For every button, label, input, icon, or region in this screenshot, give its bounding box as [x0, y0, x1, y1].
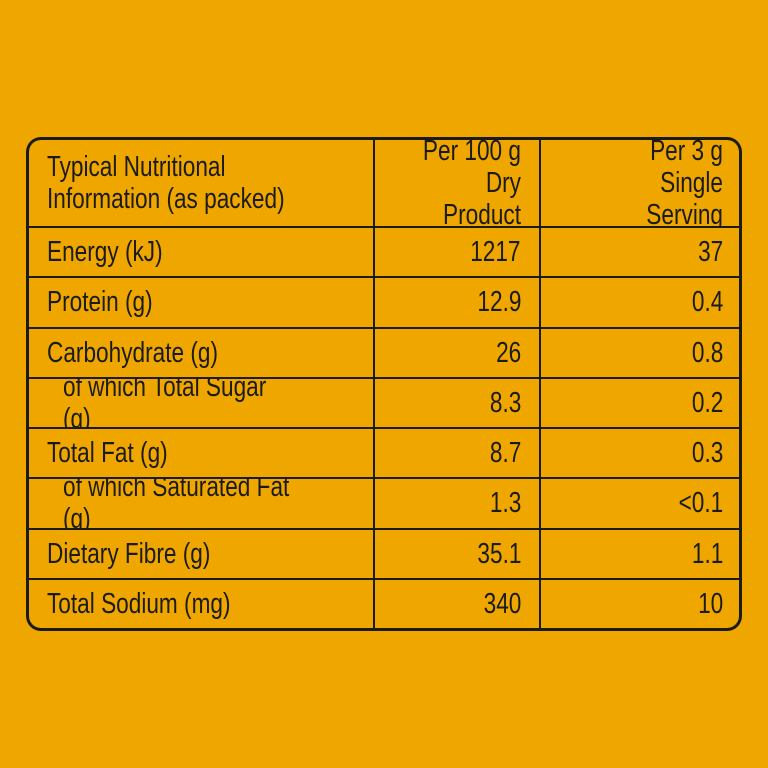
header-text-cell: Per 100 g Dry Product [375, 140, 539, 226]
header-text: Typical Nutritional Information (as pack… [47, 151, 285, 215]
nutrient-label: of which Saturated Fat (g) [63, 479, 290, 528]
header-text: Per 3 g Single Serving [646, 140, 723, 226]
nutrient-label: of which Total Sugar (g) [63, 378, 267, 427]
nutrient-value-cell: 0.8 [541, 328, 739, 377]
nutrient-value-cell: 8.3 [375, 378, 539, 427]
nutrient-label-cell: of which Total Sugar (g) [29, 378, 373, 427]
nutrient-value-cell: 0.4 [541, 278, 739, 327]
nutrient-value-cell: 37 [541, 228, 739, 277]
nutrient-value-cell: 0.2 [541, 378, 739, 427]
nutrient-value: 1.3 [489, 487, 521, 520]
nutrition-table: Typical Nutritional Information (as pack… [29, 140, 739, 628]
nutrient-label-cell: Total Sodium (mg) [29, 579, 373, 628]
header-text-cell: Per 3 g Single Serving [541, 140, 739, 226]
nutrient-value-cell: 26 [375, 328, 539, 377]
nutrient-value: 35.1 [476, 537, 521, 570]
nutrient-value-cell: 1.3 [375, 479, 539, 528]
nutrient-label-cell: Protein (g) [29, 278, 373, 327]
nutrient-label-cell: of which Saturated Fat (g) [29, 479, 373, 528]
nutrient-label-cell: Carbohydrate (g) [29, 328, 373, 377]
nutrient-value-cell: <0.1 [541, 479, 739, 528]
nutrient-value-cell: 1217 [375, 228, 539, 277]
header-text: Per 100 g Dry Product [422, 140, 521, 226]
nutrient-value-cell: 10 [541, 579, 739, 628]
nutrient-value: 0.2 [691, 386, 723, 419]
nutrient-value: 12.9 [476, 286, 521, 319]
nutrient-value: 37 [697, 236, 723, 269]
nutrient-value-cell: 0.3 [541, 429, 739, 478]
nutrient-value: <0.1 [678, 487, 723, 520]
nutrient-value: 1.1 [691, 537, 723, 570]
nutrient-value: 8.3 [489, 386, 521, 419]
nutrient-value-cell: 12.9 [375, 278, 539, 327]
nutrient-value: 8.7 [489, 437, 521, 470]
nutrient-value: 10 [697, 587, 723, 620]
nutrient-label-cell: Total Fat (g) [29, 429, 373, 478]
nutrient-value: 1217 [470, 236, 521, 269]
nutrient-value: 0.3 [691, 437, 723, 470]
nutrient-value: 340 [483, 587, 521, 620]
nutrient-label: Carbohydrate (g) [47, 336, 218, 369]
nutrient-value: 0.8 [691, 336, 723, 369]
nutrition-panel: Typical Nutritional Information (as pack… [26, 137, 742, 631]
nutrient-label: Total Fat (g) [47, 437, 168, 470]
nutrient-value-cell: 340 [375, 579, 539, 628]
nutrient-label-cell: Dietary Fibre (g) [29, 529, 373, 578]
header-text-cell: Typical Nutritional Information (as pack… [29, 140, 373, 226]
nutrient-label: Energy (kJ) [47, 236, 163, 269]
nutrient-value: 0.4 [691, 286, 723, 319]
nutrient-value: 26 [495, 336, 521, 369]
nutrient-label: Protein (g) [47, 286, 153, 319]
nutrient-label-cell: Energy (kJ) [29, 228, 373, 277]
nutrient-label: Dietary Fibre (g) [47, 537, 211, 570]
nutrient-value-cell: 8.7 [375, 429, 539, 478]
nutrient-value-cell: 1.1 [541, 529, 739, 578]
nutrient-label: Total Sodium (mg) [47, 587, 231, 620]
nutrient-value-cell: 35.1 [375, 529, 539, 578]
